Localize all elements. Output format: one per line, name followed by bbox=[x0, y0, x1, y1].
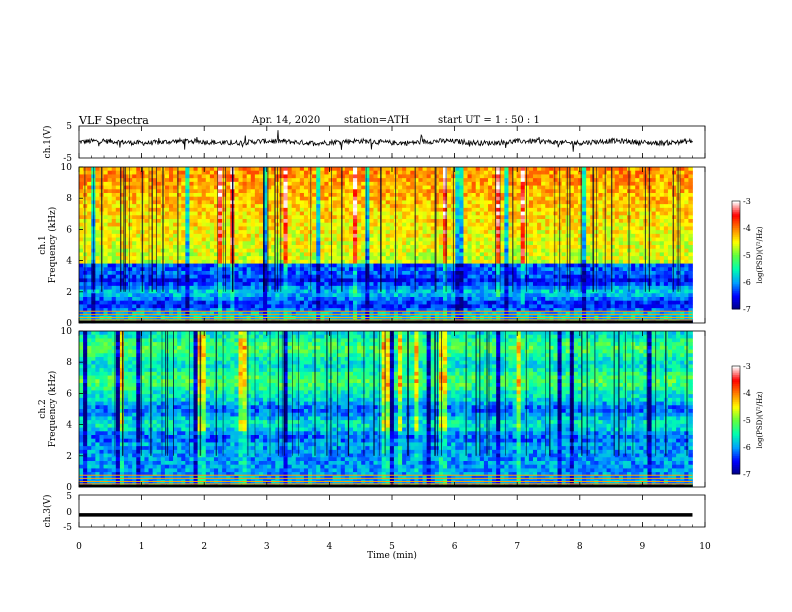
figure-title: VLF Spectra bbox=[79, 114, 149, 127]
x-tick-label: 5 bbox=[389, 542, 395, 552]
x-tick-label: 3 bbox=[264, 542, 270, 552]
spec-ytick-label: 10 bbox=[61, 163, 73, 173]
x-tick-label: 4 bbox=[327, 542, 333, 552]
x-tick-label: 1 bbox=[139, 542, 145, 552]
x-tick-label: 0 bbox=[76, 542, 82, 552]
ch2-colorbar: -3 -4 -5 -6 -7 log(PSD)(V²/Hz) bbox=[731, 362, 764, 479]
spec-ytick-label: 0 bbox=[66, 319, 72, 329]
colorbar-tick-label: -3 bbox=[743, 362, 751, 371]
x-tick-labels: 0 1 2 3 4 5 6 7 8 9 10 bbox=[76, 542, 711, 552]
ch1-waveform-ylabel: ch.1(V) bbox=[42, 126, 53, 159]
station-label: station=ATH bbox=[344, 115, 410, 126]
x-tick-label: 2 bbox=[201, 542, 207, 552]
ch1-ytick-bottom: -5 bbox=[63, 154, 72, 164]
colorbar-tick-label: -5 bbox=[743, 416, 751, 425]
colorbar-tick-label: -4 bbox=[743, 389, 751, 398]
colorbar-label: log(PSD)(V²/Hz) bbox=[756, 226, 764, 283]
spec-ytick-label: 6 bbox=[66, 389, 72, 399]
ch1-waveform-panel: 5 -5 ch.1(V) bbox=[42, 122, 706, 164]
x-tick-label: 10 bbox=[699, 542, 711, 552]
colorbar-tick-label: -6 bbox=[743, 278, 751, 287]
x-tick-label: 6 bbox=[452, 542, 458, 552]
ch2-spectrogram-ylabel-line1: ch.2 bbox=[38, 399, 48, 418]
ch2-spectrogram-ylabel-line2: Frequency (kHz) bbox=[47, 371, 58, 448]
colorbar-tick-label: -7 bbox=[743, 305, 751, 314]
ch1-spectrogram-ylabel-line1: ch.1 bbox=[38, 235, 48, 254]
spec-ytick-label: 10 bbox=[61, 327, 73, 337]
spec-ytick-label: 8 bbox=[66, 194, 72, 204]
ch1-ytick-top: 5 bbox=[66, 122, 72, 132]
colorbar-tick-label: -5 bbox=[743, 251, 751, 260]
x-axis-label: Time (min) bbox=[367, 550, 417, 561]
x-tick-label: 9 bbox=[640, 542, 646, 552]
spec-ytick-label: 8 bbox=[66, 358, 72, 368]
ch1-waveform-line bbox=[78, 130, 693, 152]
spec-ytick-label: 0 bbox=[66, 483, 72, 493]
colorbar-tick-label: -6 bbox=[743, 443, 751, 452]
colorbar-tick-label: -7 bbox=[743, 470, 751, 479]
ch1-spectrogram-image bbox=[79, 167, 705, 324]
ch2-spectrogram-panel: 0 2 4 6 8 10 ch.2 Frequency (kHz) bbox=[38, 327, 706, 493]
ch3-ytick-top: 5 bbox=[66, 492, 72, 502]
colorbar-tick-label: -3 bbox=[743, 197, 751, 206]
ch3-ytick-bottom: -5 bbox=[63, 523, 72, 533]
start-time-label: start UT = 1 : 50 : 1 bbox=[438, 115, 540, 126]
ch1-spectrogram-ylabel-line2: Frequency (kHz) bbox=[47, 207, 58, 284]
ch1-colorbar: -3 -4 -5 -6 -7 log(PSD)(V²/Hz) bbox=[731, 197, 764, 314]
spec-ytick-label: 4 bbox=[66, 257, 72, 267]
colorbar-tick-label: -4 bbox=[743, 224, 751, 233]
ch2-spectrogram-image bbox=[79, 331, 705, 488]
spec-ytick-label: 6 bbox=[66, 225, 72, 235]
ch1-spectrogram-panel: 0 2 4 6 8 10 ch.1 Frequency (kHz) bbox=[38, 163, 706, 329]
spec-ytick-label: 2 bbox=[66, 452, 72, 462]
x-tick-label: 8 bbox=[577, 542, 583, 552]
x-tick-label: 7 bbox=[514, 542, 520, 552]
ch3-waveform-ylabel: ch.3(V) bbox=[42, 495, 53, 528]
ch3-ytick-middle: 0 bbox=[66, 508, 72, 518]
spec-ytick-label: 4 bbox=[66, 421, 72, 431]
x-tick-marks bbox=[78, 126, 706, 527]
colorbar-label: log(PSD)(V²/Hz) bbox=[756, 391, 764, 448]
date-label: Apr. 14, 2020 bbox=[252, 115, 321, 126]
spec-ytick-label: 2 bbox=[66, 288, 72, 298]
